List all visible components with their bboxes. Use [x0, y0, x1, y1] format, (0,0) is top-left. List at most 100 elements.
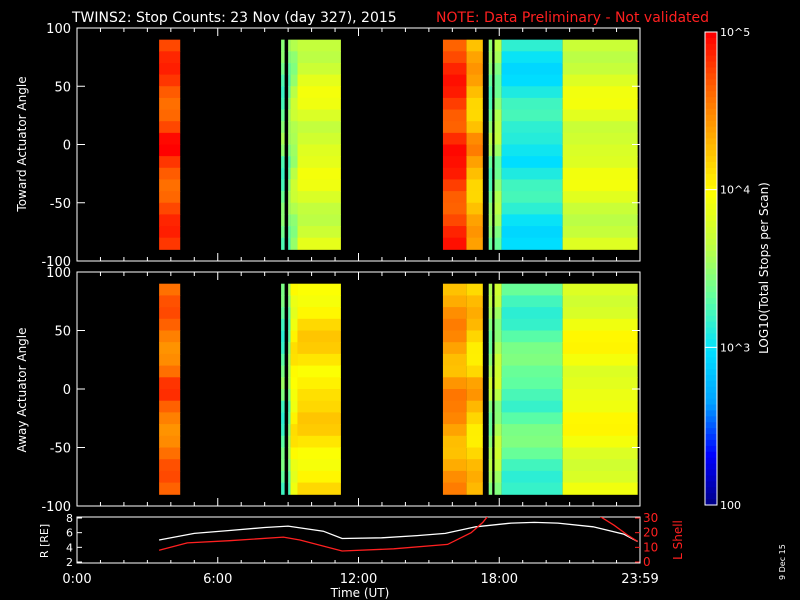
heatmap-cell	[466, 179, 483, 192]
data-block	[488, 39, 493, 250]
heatmap-cell	[290, 470, 298, 484]
heatmap-cell	[466, 39, 483, 52]
heatmap-cell	[442, 51, 467, 64]
heatmap-cell	[159, 365, 181, 378]
heatmap-cell	[281, 330, 285, 343]
heatmap-cell	[297, 400, 341, 413]
heatmap-cell	[159, 167, 181, 180]
colorbar-swatch	[705, 374, 717, 382]
heatmap-cell	[159, 283, 181, 296]
heatmap-cell	[488, 144, 493, 157]
heatmap-cell	[501, 191, 563, 204]
data-block	[442, 39, 467, 250]
heatmap-cell	[297, 435, 341, 448]
heatmap-cell	[494, 295, 502, 308]
heatmap-cell	[297, 365, 341, 378]
heatmap-cell	[501, 179, 563, 192]
x-tick-label: 23:59	[621, 572, 658, 587]
data-block	[159, 283, 181, 495]
heatmap-cell	[488, 167, 493, 180]
heatmap-cell	[562, 342, 638, 355]
heatmap-cell	[290, 295, 298, 308]
heatmap-cell	[297, 412, 341, 425]
heatmap-cell	[466, 144, 483, 157]
heatmap-cell	[281, 214, 285, 227]
heatmap-cell	[281, 51, 285, 64]
heatmap-cell	[494, 365, 502, 378]
heatmap-cell	[442, 353, 467, 367]
heatmap-cell	[297, 342, 341, 355]
heatmap-cell	[281, 167, 285, 180]
y-tick-label: 50	[54, 80, 71, 95]
heatmap-cell	[159, 51, 181, 64]
colorbar-swatch	[705, 244, 717, 252]
heatmap-cell	[488, 295, 493, 308]
heatmap-cell	[466, 365, 483, 378]
data-block	[297, 39, 341, 250]
heatmap-cell	[442, 307, 467, 320]
heatmap-cell	[501, 109, 563, 122]
y-tick-label: 0	[63, 383, 71, 398]
heatmap-cell	[290, 237, 298, 250]
heatmap-cell	[288, 447, 291, 460]
heatmap-cell	[159, 307, 181, 320]
heatmap-cell	[488, 51, 493, 64]
colorbar-swatch	[705, 61, 717, 69]
heatmap-cell	[297, 283, 341, 296]
preliminary-note: NOTE: Data Preliminary - Not validated	[436, 10, 709, 26]
colorbar-swatch	[705, 108, 717, 116]
heatmap-cell	[501, 237, 563, 250]
heatmap-cell	[290, 62, 298, 76]
heatmap-cell	[442, 365, 467, 378]
heatmap-cell	[488, 412, 493, 425]
colorbar-swatch	[705, 238, 717, 246]
heatmap-cell	[501, 400, 563, 413]
heatmap-cell	[288, 353, 291, 367]
heatmap-cell	[466, 283, 483, 296]
heatmap-cell	[488, 74, 493, 87]
colorbar-swatch	[705, 197, 717, 205]
heatmap-cell	[466, 191, 483, 204]
heatmap-cell	[488, 424, 493, 437]
heatmap-cell	[494, 447, 502, 460]
heatmap-cell	[281, 156, 285, 169]
heatmap-cell	[281, 109, 285, 122]
heatmap-cell	[488, 214, 493, 227]
heatmap-cell	[442, 39, 467, 52]
heatmap-cell	[297, 86, 341, 99]
heatmap-cell	[501, 226, 563, 239]
heatmap-cell	[290, 283, 298, 296]
colorbar-swatch	[705, 179, 717, 187]
y-tick-label: 10	[643, 540, 658, 554]
heatmap-cell	[442, 202, 467, 215]
y-tick-label: 2	[66, 556, 73, 569]
heatmap-cell	[562, 226, 638, 239]
heatmap-cell	[494, 459, 502, 472]
colorbar-swatch	[705, 67, 717, 74]
heatmap-cell	[159, 156, 181, 169]
heatmap-cell	[501, 424, 563, 437]
heatmap-cell	[494, 62, 502, 76]
heatmap-cell	[288, 74, 291, 87]
heatmap-cell	[562, 365, 638, 378]
heatmap-cell	[494, 237, 502, 250]
heatmap-cell	[281, 400, 285, 413]
heatmap-cell	[288, 121, 291, 134]
colorbar-swatch	[705, 286, 717, 293]
colorbar-tick-label: 10^5	[720, 26, 750, 39]
heatmap-cell	[288, 295, 291, 308]
heatmap-cell	[466, 156, 483, 169]
away-actuator-panel: 100 50 0 -50 -100	[41, 266, 641, 515]
chart-title: TWINS2: Stop Counts: 23 Nov (day 327), 2…	[71, 10, 397, 26]
heatmap-cell	[501, 202, 563, 215]
heatmap-cell	[290, 86, 298, 99]
heatmap-cell	[297, 132, 341, 145]
heatmap-cell	[488, 400, 493, 413]
colorbar-swatch	[705, 398, 717, 406]
heatmap-cell	[297, 330, 341, 343]
heatmap-cell	[290, 97, 298, 111]
colorbar-swatch	[705, 416, 717, 423]
heatmap-cell	[290, 318, 298, 331]
heatmap-cell	[501, 353, 563, 367]
data-block	[281, 283, 285, 495]
